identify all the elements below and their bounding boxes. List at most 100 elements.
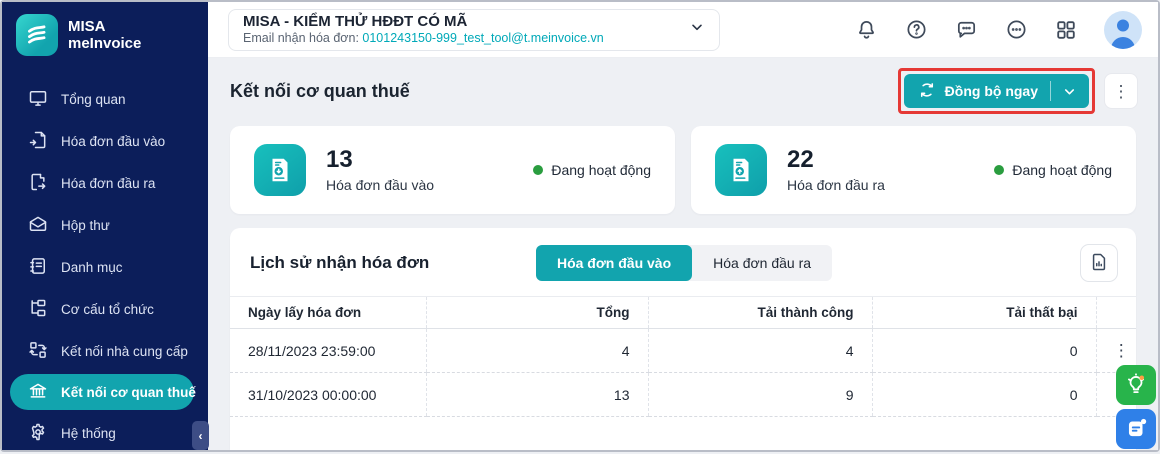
sidebar-item-label: Danh mục: [61, 259, 123, 275]
stat-label: Hóa đơn đầu ra: [787, 176, 885, 193]
tab-invoice-out[interactable]: Hóa đơn đầu ra: [692, 245, 832, 281]
col-header-failed[interactable]: Tải thất bại: [871, 296, 1096, 329]
cell-total: 13: [425, 372, 648, 417]
chevron-down-icon[interactable]: [1051, 84, 1089, 99]
kebab-icon: ⋮: [1112, 341, 1130, 360]
table-row[interactable]: 28/11/2023 23:59:00 4 4 0 ⋮: [230, 328, 1136, 373]
invoice-download-icon: [254, 144, 306, 196]
table-header-row: Ngày lấy hóa đơn Tổng Tải thành công Tải…: [230, 296, 1136, 329]
more-options-icon[interactable]: [1005, 18, 1028, 41]
company-name: MISA - KIỂM THỬ HĐĐT CÓ MÃ: [243, 12, 468, 30]
topbar-actions: [855, 10, 1142, 49]
sidebar-item-hoa-don-dau-vao[interactable]: Hóa đơn đầu vào: [2, 120, 208, 162]
sync-now-button[interactable]: Đồng bộ ngay: [903, 74, 1089, 108]
cell-total: 4: [425, 328, 648, 373]
sidebar-item-hoa-don-dau-ra[interactable]: Hóa đơn đầu ra: [2, 162, 208, 204]
annotation-highlight: Đồng bộ ngay: [897, 68, 1095, 114]
sidebar-item-ket-noi-nha-cung-cap[interactable]: Kết nối nhà cung cấp: [2, 330, 208, 372]
history-panel-tools: [832, 244, 1119, 282]
cell-failed: 0: [871, 372, 1096, 417]
sync-icon: [918, 81, 936, 102]
cell-failed: 0: [871, 328, 1096, 373]
org-structure-icon: [28, 298, 48, 321]
sidebar-item-hop-thu[interactable]: Hộp thư: [2, 204, 208, 246]
history-title: Lịch sử nhận hóa đơn: [250, 253, 430, 272]
status-text: Đang hoạt động: [1012, 162, 1112, 178]
company-selector[interactable]: MISA - KIỂM THỬ HĐĐT CÓ MÃ Email nhận hó…: [228, 8, 720, 51]
col-header-total[interactable]: Tổng: [425, 296, 648, 329]
user-avatar[interactable]: [1104, 10, 1142, 49]
invoice-out-icon: [28, 172, 48, 195]
sidebar-item-label: Hệ thống: [61, 425, 116, 441]
history-panel: Lịch sử nhận hóa đơn Hóa đơn đầu vào Hóa…: [230, 228, 1136, 450]
sidebar-item-label: Kết nối nhà cung cấp: [61, 343, 188, 359]
brand-name: MISA meInvoice: [68, 17, 142, 52]
stat-label: Hóa đơn đầu vào: [326, 176, 435, 193]
sidebar-item-co-cau-to-chuc[interactable]: Cơ cấu tổ chức: [2, 288, 208, 330]
status-text: Đang hoạt động: [551, 162, 651, 178]
supplier-connect-icon: [28, 340, 48, 363]
sidebar-item-he-thong[interactable]: Hệ thống: [2, 412, 208, 454]
brand-logo[interactable]: MISA meInvoice: [2, 2, 208, 66]
chevron-left-icon: ‹: [198, 428, 203, 443]
notification-bell-icon[interactable]: [855, 18, 878, 41]
sidebar-item-tong-quan[interactable]: Tổng quan: [2, 78, 208, 120]
stat-card-invoice-out: 22 Hóa đơn đầu ra Đang hoạt động: [691, 126, 1136, 214]
report-button[interactable]: [1080, 244, 1119, 282]
page-more-actions-button[interactable]: ⋮: [1104, 73, 1138, 109]
col-header-success[interactable]: Tải thành công: [647, 296, 872, 329]
stat-card-invoice-in: 13 Hóa đơn đầu vào Đang hoạt động: [230, 126, 675, 214]
page-actions: Đồng bộ ngay ⋮: [897, 68, 1138, 114]
sidebar-item-label: Hóa đơn đầu vào: [61, 133, 166, 149]
sync-now-label: Đồng bộ ngay: [944, 83, 1038, 99]
lightbulb-icon: [1123, 371, 1149, 400]
sidebar-item-danh-muc[interactable]: Danh mục: [2, 246, 208, 288]
app-grid-icon[interactable]: [1055, 19, 1077, 41]
monitor-icon: [28, 88, 48, 111]
feedback-floating-button[interactable]: [1116, 409, 1156, 449]
mailbox-icon: [28, 214, 48, 237]
catalog-icon: [28, 256, 48, 279]
sidebar-item-label: Tổng quan: [61, 91, 126, 107]
topbar: MISA - KIỂM THỬ HĐĐT CÓ MÃ Email nhận hó…: [208, 2, 1158, 58]
tab-invoice-in[interactable]: Hóa đơn đầu vào: [535, 245, 693, 281]
sidebar-item-ket-noi-co-quan-thue[interactable]: Kết nối cơ quan thuế: [10, 374, 196, 410]
sidebar-item-label: Hóa đơn đầu ra: [61, 175, 156, 191]
stat-value: 13: [326, 146, 353, 174]
tax-authority-icon: [28, 381, 48, 404]
invoice-in-icon: [28, 130, 48, 153]
main-content: Kết nối cơ quan thuế Đồng bộ ngay: [208, 58, 1158, 450]
cell-date: 31/10/2023 00:00:00: [230, 372, 426, 417]
stat-cards: 13 Hóa đơn đầu vào Đang hoạt động 22: [230, 126, 1136, 214]
misa-logo-icon: [16, 14, 58, 56]
row-actions-button[interactable]: ⋮: [1107, 338, 1136, 363]
cell-date: 28/11/2023 23:59:00: [230, 328, 426, 373]
tips-floating-button[interactable]: [1116, 365, 1156, 405]
history-table: Ngày lấy hóa đơn Tổng Tải thành công Tải…: [230, 296, 1136, 417]
sidebar-collapse-button[interactable]: ‹: [192, 421, 209, 450]
company-email-value[interactable]: 0101243150-999_test_tool@t.meinvoice.vn: [362, 31, 604, 46]
page-header: Kết nối cơ quan thuế Đồng bộ ngay: [230, 68, 1138, 114]
chat-feedback-icon[interactable]: [955, 18, 978, 41]
cell-success: 9: [647, 372, 872, 417]
sidebar: MISA meInvoice Tổng quan Hóa đơn đầu vào: [2, 2, 208, 450]
status-badge: Đang hoạt động: [994, 162, 1112, 178]
sidebar-item-label: Cơ cấu tổ chức: [61, 301, 154, 317]
status-dot-icon: [994, 165, 1005, 175]
status-dot-icon: [533, 165, 544, 175]
company-email-label: Email nhận hóa đơn:: [243, 31, 359, 46]
col-header-date[interactable]: Ngày lấy hóa đơn: [230, 296, 426, 329]
sidebar-item-label: Kết nối cơ quan thuế: [61, 384, 196, 400]
sidebar-item-label: Hộp thư: [61, 217, 110, 233]
invoice-direction-tabs: Hóa đơn đầu vào Hóa đơn đầu ra: [535, 245, 833, 281]
kebab-icon: ⋮: [1112, 81, 1130, 101]
cell-success: 4: [647, 328, 872, 373]
stat-card-text: 13 Hóa đơn đầu vào: [326, 146, 435, 193]
sidebar-menu: Tổng quan Hóa đơn đầu vào Hóa đơn đầu ra: [2, 78, 208, 454]
history-panel-header: Lịch sử nhận hóa đơn Hóa đơn đầu vào Hóa…: [230, 228, 1136, 296]
settings-icon: [28, 422, 48, 445]
company-email-row: Email nhận hóa đơn: 0101243150-999_test_…: [243, 31, 604, 46]
table-row[interactable]: 31/10/2023 00:00:00 13 9 0 ⋮: [230, 372, 1136, 417]
company-info: MISA - KIỂM THỬ HĐĐT CÓ MÃ Email nhận hó…: [243, 13, 604, 47]
help-icon[interactable]: [905, 18, 928, 41]
